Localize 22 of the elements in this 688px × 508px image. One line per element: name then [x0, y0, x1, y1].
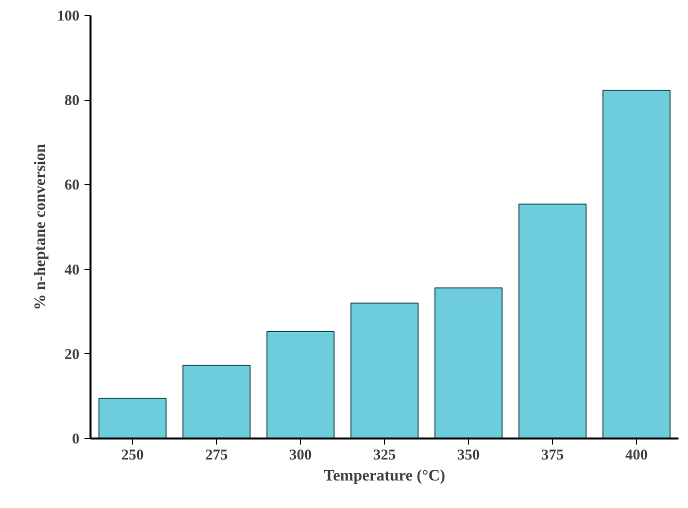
x-tick-label: 375 — [541, 448, 564, 464]
y-tick-label: 60 — [64, 178, 80, 194]
bar — [266, 330, 335, 438]
y-tick-label: 0 — [72, 432, 80, 448]
x-tick-label: 400 — [625, 448, 648, 464]
x-tick-label: 250 — [121, 448, 144, 464]
y-tick-label: 40 — [64, 262, 80, 278]
y-tick-label: 80 — [64, 93, 80, 110]
x-tick-label: 275 — [205, 448, 228, 464]
bar — [602, 90, 671, 438]
bar — [98, 398, 167, 438]
bar — [350, 302, 419, 438]
x-tick-label: 325 — [373, 448, 396, 464]
x-tick-label: 300 — [289, 448, 312, 464]
x-axis-title: Temperature (°C) — [324, 468, 446, 484]
y-axis-title: % n-heptane conversion — [32, 144, 49, 310]
y-tick-label: 20 — [64, 346, 80, 363]
bar — [434, 287, 503, 438]
x-tick-label: 350 — [457, 448, 480, 464]
bar — [518, 204, 587, 438]
y-tick-label: 100 — [57, 8, 80, 24]
bar — [182, 364, 251, 438]
